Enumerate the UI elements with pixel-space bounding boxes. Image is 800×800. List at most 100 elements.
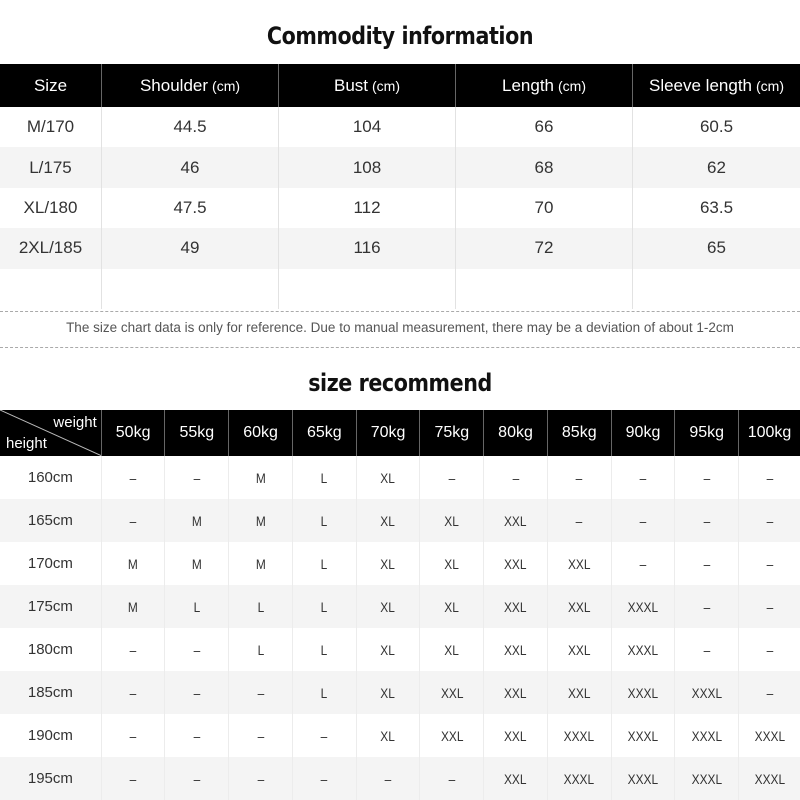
size-cell: XL xyxy=(420,542,485,585)
table-cell: 47.5 xyxy=(102,187,279,229)
size-cell: L xyxy=(293,628,357,671)
size-cell: – xyxy=(675,542,740,585)
size-value: – xyxy=(129,727,137,744)
table-cell: M/170 xyxy=(0,107,102,148)
size-cell: XXL xyxy=(484,499,548,542)
size-value: – xyxy=(703,469,711,486)
weight-header: 90kg xyxy=(612,410,676,456)
header-shoulder: Shoulder (cm) xyxy=(102,64,279,107)
table-cell: XL/180 xyxy=(0,187,102,229)
size-value: XXXL xyxy=(627,727,659,744)
size-value: XXXL xyxy=(754,727,785,744)
size-cell: – xyxy=(739,585,800,628)
size-cell: XXXL xyxy=(675,671,740,714)
height-label: 175cm xyxy=(0,585,102,628)
size-value: XXXL xyxy=(564,770,595,787)
size-cell: XXXL xyxy=(739,757,800,800)
size-value: XXL xyxy=(504,555,527,572)
table-cell: 62 xyxy=(707,157,726,177)
size-cell: XXXL xyxy=(548,714,612,757)
table-row: XL/180 47.5 112 70 63.5 xyxy=(0,187,800,229)
size-value: – xyxy=(703,555,711,572)
size-cell: XL xyxy=(420,499,485,542)
table-cell xyxy=(456,268,633,309)
table-cell: 60.5 xyxy=(699,117,734,137)
header-size: Size xyxy=(0,64,102,107)
table-row: 175cm M L L L XL XL XXL XXL XXXL – – xyxy=(0,585,800,628)
size-value: M xyxy=(191,512,202,529)
size-cell: – xyxy=(739,542,800,585)
size-value: – xyxy=(129,469,137,486)
size-value: XXL xyxy=(504,641,527,658)
size-cell: M xyxy=(229,456,293,499)
table-row: 160cm – – M L XL – – – – – – xyxy=(0,456,800,499)
size-value: L xyxy=(321,684,328,701)
diagonal-line xyxy=(0,410,101,456)
size-value: – xyxy=(766,684,773,701)
table-row: 185cm – – – L XL XXL XXL XXL XXXL XXXL – xyxy=(0,671,800,714)
size-value: XXXL xyxy=(627,641,659,658)
size-value: – xyxy=(639,512,647,529)
size-cell: XXXL xyxy=(612,714,676,757)
size-value: XXXL xyxy=(627,684,659,701)
weight-header: 100kg xyxy=(747,424,792,441)
size-cell: XXXL xyxy=(548,757,612,800)
size-value: XL xyxy=(380,512,396,529)
size-value: – xyxy=(129,512,137,529)
header-sleeve-length: Sleeve length (cm) xyxy=(648,75,785,95)
size-value: – xyxy=(703,512,711,529)
commodity-table: Size Shoulder (cm) Bust (cm) Length (cm) Sl… xyxy=(0,64,800,309)
size-value: M xyxy=(255,555,266,572)
weight-header: 65kg xyxy=(293,410,357,456)
height-label: 170cm xyxy=(0,542,102,585)
size-value: XXL xyxy=(568,684,591,701)
size-cell: XXL xyxy=(548,628,612,671)
size-value: XXXL xyxy=(564,727,595,744)
size-cell: – xyxy=(675,499,740,542)
size-value: XL xyxy=(444,512,460,529)
weight-header: 75kg xyxy=(420,410,485,456)
size-cell: L xyxy=(229,628,293,671)
size-value: XL xyxy=(380,641,396,658)
size-value: – xyxy=(448,770,456,787)
size-cell: – xyxy=(165,671,230,714)
table-cell: 68 xyxy=(456,147,633,188)
size-value: – xyxy=(448,469,456,486)
size-cell: – xyxy=(102,757,166,800)
size-cell: XXXL xyxy=(739,714,800,757)
size-value: L xyxy=(321,598,328,615)
table-row: 180cm – – L L XL XL XXL XXL XXXL – – xyxy=(0,628,800,671)
size-cell: – xyxy=(739,671,800,714)
size-cell: – xyxy=(293,714,357,757)
size-cell: XL xyxy=(357,499,421,542)
height-label: 190cm xyxy=(0,714,102,757)
size-value: – xyxy=(766,512,773,529)
size-cell: – xyxy=(612,456,676,499)
height-label: 165cm xyxy=(0,499,102,542)
header-bust: Bust (cm) xyxy=(279,64,456,107)
size-cell: – xyxy=(420,757,485,800)
size-value: XL xyxy=(380,727,396,744)
size-value: XL xyxy=(380,598,396,615)
table-cell: 104 xyxy=(279,107,456,148)
size-value: M xyxy=(191,555,202,572)
table-row: 195cm – – – – – – XXL XXXL XXXL XXXL XXXL xyxy=(0,757,800,800)
size-value: – xyxy=(193,684,201,701)
size-cell: – xyxy=(165,714,230,757)
height-label: 185cm xyxy=(0,671,102,714)
size-cell: XXL xyxy=(484,757,548,800)
size-cell: XXL xyxy=(484,542,548,585)
size-value: – xyxy=(129,770,137,787)
table-cell: 46 xyxy=(102,147,279,188)
size-cell: – xyxy=(357,757,421,800)
corner-cell: weight height xyxy=(0,410,102,456)
size-cell: L xyxy=(293,671,357,714)
header-length: Length (cm) xyxy=(456,64,633,107)
size-value: XL xyxy=(444,555,460,572)
weight-header: 55kg xyxy=(165,410,230,456)
size-value: L xyxy=(321,641,328,658)
size-cell: – xyxy=(102,499,166,542)
size-cell: XL xyxy=(357,714,421,757)
divider xyxy=(0,311,800,312)
size-cell: – xyxy=(548,456,612,499)
